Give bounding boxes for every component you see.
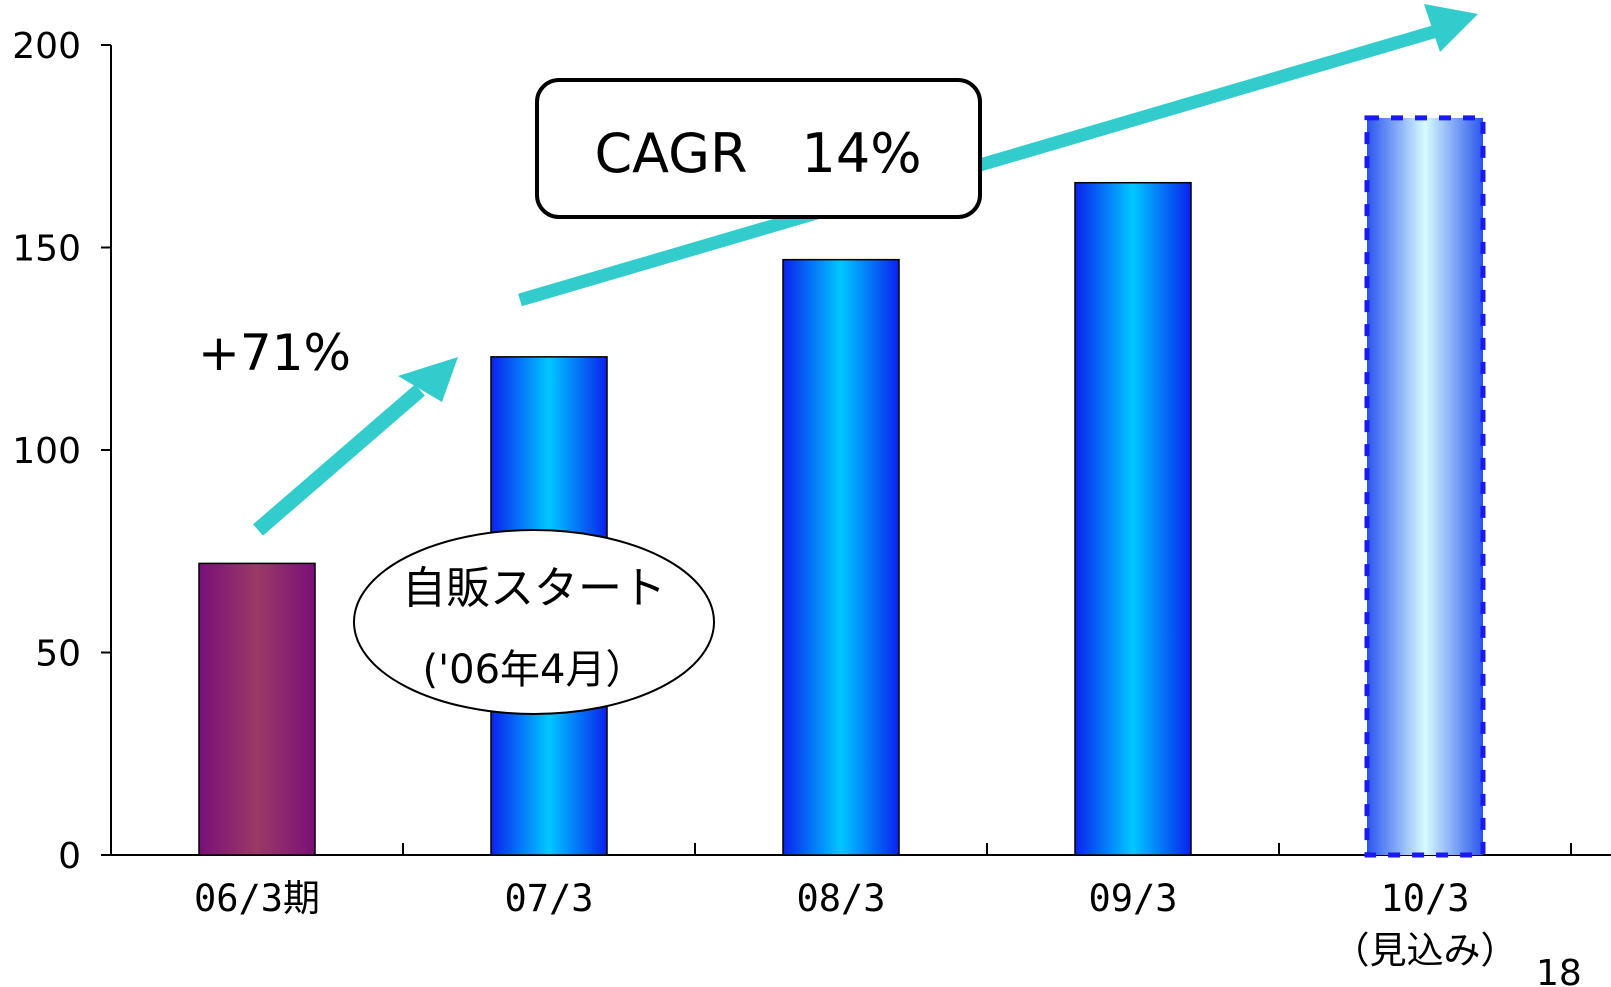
sales-start-line1: 自販スタート <box>402 563 666 614</box>
chart-labels: 06/3期 07/3 08/3 09/3 10/3 （見込み） <box>194 877 1518 972</box>
y-tick-label: 100 <box>12 431 81 472</box>
bar-1 <box>198 562 316 856</box>
bar-4 <box>1074 181 1192 856</box>
y-tick-label: 0 <box>58 836 81 877</box>
sales-start-callout: 自販スタート ('06年4月） <box>353 529 715 715</box>
y-tick-label: 50 <box>35 634 81 675</box>
chart-bars <box>198 115 1486 858</box>
growth-arrow <box>253 357 458 536</box>
growth-arrow-head <box>398 357 458 402</box>
growth-arrow-shaft <box>253 384 425 536</box>
page-number: 18 <box>1536 953 1582 987</box>
x-tick-label: 07/3 <box>504 877 593 920</box>
y-tick-label: 150 <box>12 229 81 270</box>
sales-start-ellipse <box>353 529 715 715</box>
cagr-box-frame <box>535 78 982 219</box>
x-tick-label: 08/3 <box>796 877 885 920</box>
bar-3 <box>782 258 900 856</box>
chart-axes: 0 50 100 150 200 <box>12 26 1611 877</box>
x-tick-sublabel: （見込み） <box>1333 929 1518 972</box>
y-tick-label: 200 <box>12 26 81 67</box>
cagr-arrow-head <box>1424 4 1478 52</box>
x-tick-label: 10/3 <box>1380 877 1469 920</box>
cagr-box: CAGR 14% <box>535 78 982 219</box>
x-tick-label: 09/3 <box>1088 877 1177 920</box>
sales-start-line2: ('06年4月） <box>423 647 646 693</box>
growth-label: +71% <box>198 324 351 382</box>
bar-5 <box>1364 115 1486 858</box>
x-tick-label: 06/3期 <box>194 877 320 920</box>
cagr-label: CAGR 14% <box>594 122 921 185</box>
